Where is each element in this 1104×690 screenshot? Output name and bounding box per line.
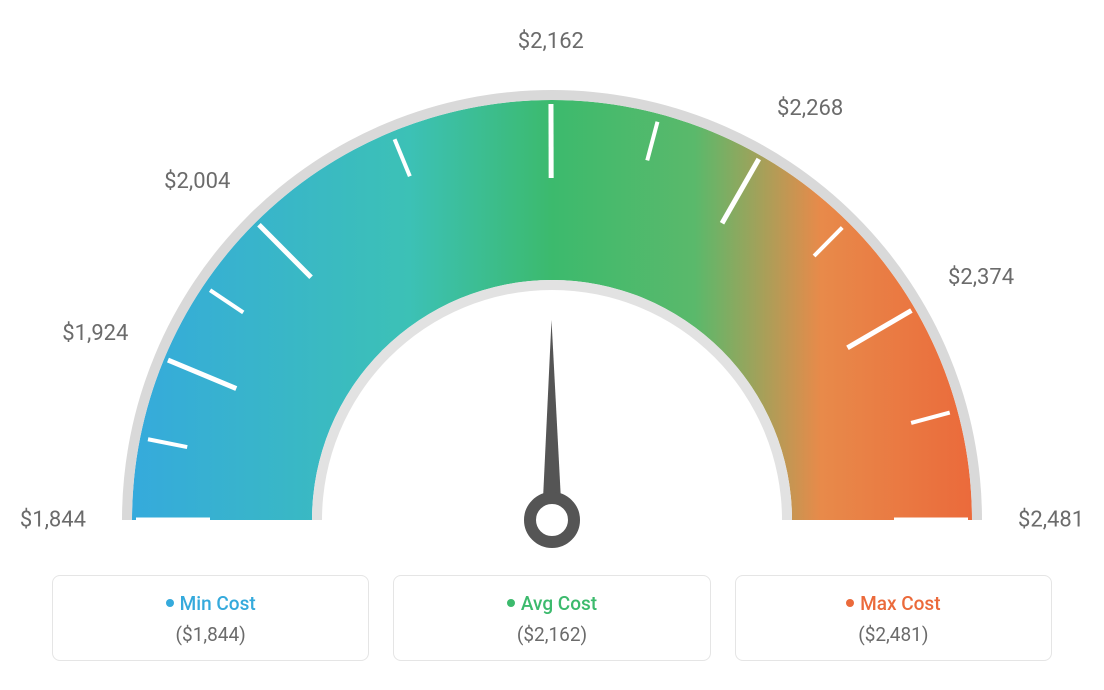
gauge-tick-label: $1,844 bbox=[20, 508, 86, 533]
dot-icon bbox=[166, 599, 174, 607]
gauge-tick-label: $1,924 bbox=[62, 321, 128, 346]
legend-card-avg: Avg Cost ($2,162) bbox=[393, 575, 710, 661]
legend-title-text: Max Cost bbox=[860, 592, 940, 615]
legend-title-min: Min Cost bbox=[63, 592, 358, 615]
legend-card-min: Min Cost ($1,844) bbox=[52, 575, 369, 661]
dot-icon bbox=[507, 599, 515, 607]
gauge-chart: $1,844 $1,924 $2,004 $2,162 $2,268 $2,374 $2,4… bbox=[0, 0, 1104, 560]
legend-title-max: Max Cost bbox=[746, 592, 1041, 615]
gauge-tick-label: $2,374 bbox=[948, 265, 1014, 290]
legend-row: Min Cost ($1,844) Avg Cost ($2,162) Max … bbox=[52, 575, 1052, 661]
legend-card-max: Max Cost ($2,481) bbox=[735, 575, 1052, 661]
legend-value-avg: ($2,162) bbox=[404, 623, 699, 646]
gauge-svg bbox=[52, 10, 1052, 560]
gauge-tick-label: $2,481 bbox=[1018, 508, 1084, 533]
legend-value-max: ($2,481) bbox=[746, 623, 1041, 646]
gauge-tick-label: $2,004 bbox=[164, 169, 230, 194]
legend-title-text: Min Cost bbox=[180, 592, 256, 615]
gauge-tick-label: $2,268 bbox=[777, 96, 843, 121]
legend-title-text: Avg Cost bbox=[521, 592, 597, 615]
legend-title-avg: Avg Cost bbox=[404, 592, 699, 615]
legend-value-min: ($1,844) bbox=[63, 623, 358, 646]
dot-icon bbox=[846, 599, 854, 607]
gauge-tick-label: $2,162 bbox=[518, 29, 584, 54]
